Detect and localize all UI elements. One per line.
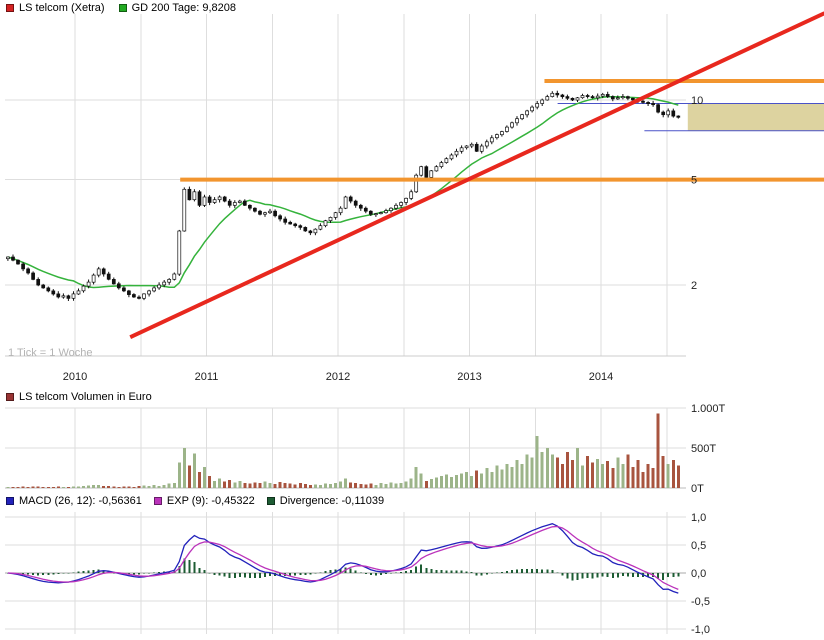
exp-line [7, 525, 679, 590]
exp-swatch-icon [153, 497, 162, 505]
volume-axis-label: 1.000T [691, 403, 726, 415]
price-axis-label: 2 [691, 280, 697, 292]
macd-axis-label: -1,0 [691, 624, 710, 636]
target-band [687, 103, 824, 131]
volume-label: LS telcom Volumen in Euro [19, 391, 152, 403]
volume-swatch-icon [6, 393, 14, 401]
macd-legend-exp: EXP (9): -0,45322 [153, 495, 255, 507]
x-axis-year-label: 2013 [457, 371, 481, 383]
price-legend-symbol: LS telcom (Xetra) [6, 2, 105, 14]
divergence-bars [6, 558, 680, 581]
divergence-swatch-icon [266, 497, 275, 505]
volume-bars [6, 413, 680, 488]
price-legend: LS telcom (Xetra) GD 200 Tage: 9,8208 [6, 2, 236, 14]
price-axis-label: 10 [691, 95, 703, 107]
volume-plot-area[interactable] [5, 408, 686, 488]
tick-note: 1 Tick = 1 Woche [8, 347, 93, 359]
x-axis-year-label: 2012 [326, 371, 350, 383]
volume-legend-item: LS telcom Volumen in Euro [6, 391, 152, 403]
macd-swatch-icon [6, 497, 14, 505]
exp-value-label: EXP (9): -0,45322 [166, 495, 255, 507]
x-axis-year-label: 2010 [63, 371, 87, 383]
x-axis-year-label: 2011 [195, 371, 219, 383]
price-plot-area[interactable] [5, 14, 686, 356]
macd-line [7, 523, 679, 594]
macd-plot-area[interactable] [5, 512, 686, 634]
volume-axis-label: 0T [691, 483, 704, 495]
candles [6, 90, 681, 301]
macd-legend: MACD (26, 12): -0,56361 EXP (9): -0,4532… [6, 495, 384, 507]
macd-legend-divergence: Divergence: -0,11039 [266, 495, 385, 507]
volume-axis-label: 500T [691, 443, 716, 455]
gd200-swatch-icon [118, 4, 127, 12]
symbol-label: LS telcom (Xetra) [19, 2, 105, 14]
gd200-label: GD 200 Tage: 9,8208 [131, 2, 236, 14]
symbol-swatch-icon [6, 4, 14, 12]
price-legend-gd200: GD 200 Tage: 9,8208 [118, 2, 236, 14]
macd-axis-label: 1,0 [691, 512, 706, 524]
macd-legend-macd: MACD (26, 12): -0,56361 [6, 495, 142, 507]
macd-value-label: MACD (26, 12): -0,56361 [19, 495, 142, 507]
volume-legend: LS telcom Volumen in Euro [6, 391, 152, 403]
macd-axis-label: -0,5 [691, 596, 710, 608]
divergence-value-label: Divergence: -0,11039 [279, 495, 385, 507]
x-axis-year-label: 2014 [589, 371, 613, 383]
macd-axis-label: 0,0 [691, 568, 706, 580]
macd-axis-label: 0,5 [691, 540, 706, 552]
price-axis-label: 5 [691, 175, 697, 187]
trendline [129, 11, 824, 339]
